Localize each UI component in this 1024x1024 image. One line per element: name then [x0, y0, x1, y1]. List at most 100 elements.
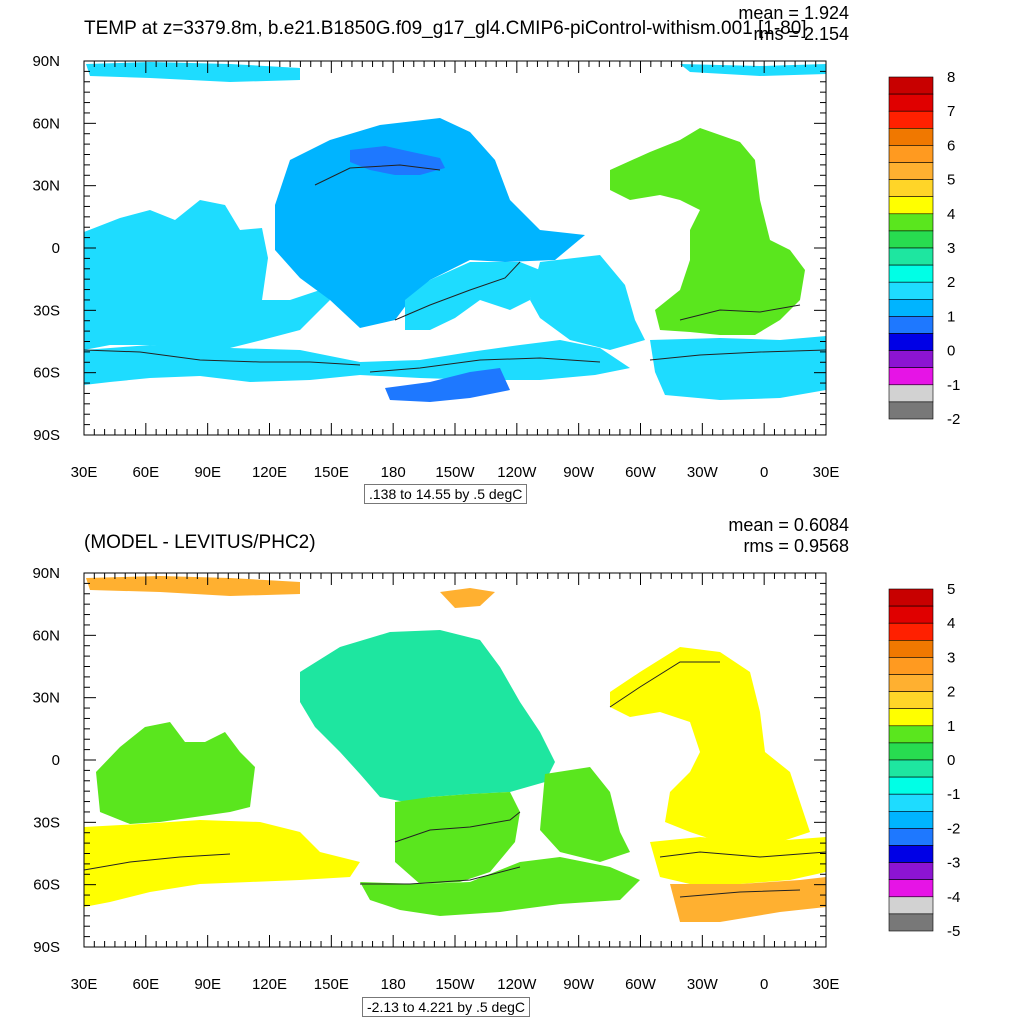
colorbar-swatch	[888, 588, 934, 607]
contour-line	[679, 304, 801, 321]
colorbar-label: -2	[947, 820, 960, 837]
colorbar-swatch	[888, 162, 934, 180]
contour-line	[83, 349, 361, 366]
lon-ticks: 30E 60E 90E 120E 150E 180 150W 120W 90W 60W 30W 0 30…	[71, 61, 840, 481]
region-indian-ocean	[96, 722, 255, 824]
colorbar-label: -1	[947, 377, 960, 394]
contour-line	[314, 164, 441, 186]
colorbar-label: 7	[947, 103, 955, 120]
contour-line	[394, 261, 521, 321]
lat-label: 90S	[33, 939, 60, 956]
contour-line	[394, 811, 521, 843]
colorbar-swatch	[888, 776, 934, 795]
colorbar-swatch	[888, 674, 934, 692]
contour-line	[659, 851, 827, 858]
region-south-atlantic-southern	[530, 255, 645, 350]
colorbar-swatch	[888, 913, 934, 932]
colorbar-label: 4	[947, 615, 955, 632]
lon-label: 0	[760, 976, 768, 993]
region-north-pacific	[275, 118, 585, 328]
colorbar-label: 6	[947, 137, 955, 154]
colorbar-swatch	[888, 367, 934, 386]
lat-label: 60S	[33, 365, 60, 382]
region-southern-ocean	[84, 820, 360, 907]
bottom-map-panel: (MODEL - LEVITUS/PHC2) mean = 0.6084 rms…	[0, 512, 1024, 1024]
colorbar-swatch	[888, 213, 934, 232]
lon-label: 120W	[497, 464, 537, 481]
region-atlantic	[610, 128, 805, 335]
mean-value: mean = 1.924	[738, 3, 849, 23]
lon-label: 60E	[132, 464, 159, 481]
colorbar-swatch	[888, 298, 934, 317]
colorbar-swatch	[888, 93, 934, 112]
lon-label: 30E	[71, 464, 98, 481]
lon-label: 150W	[435, 976, 475, 993]
colorbar-swatch	[888, 862, 934, 881]
lon-label: 180	[381, 464, 406, 481]
colorbar-swatch	[888, 384, 934, 403]
lon-label: 30W	[687, 976, 719, 993]
colorbar: 5 4 3 2 1 0 -1 -2 -3 -4 -5	[888, 581, 960, 940]
contour-lines	[83, 661, 827, 898]
colorbar-swatch	[888, 401, 934, 420]
top-map-panel: TEMP at z=3379.8m, b.e21.B1850G.f09_g17_…	[32, 3, 960, 504]
colorbar-swatch	[888, 759, 934, 778]
lon-label: 120E	[252, 976, 287, 993]
contour-line	[609, 661, 720, 708]
colorbar-swatch	[888, 640, 934, 658]
lat-label: 60S	[33, 877, 60, 894]
contour-line	[369, 357, 601, 373]
lat-label: 30S	[33, 814, 60, 831]
lat-label: 60N	[32, 115, 60, 132]
colorbar-swatch	[888, 605, 934, 624]
region-indian-ocean	[84, 200, 330, 350]
region-south-pacific-east	[540, 767, 630, 862]
region-atlantic-deep	[670, 877, 826, 922]
contour-line	[679, 889, 801, 898]
region-arctic	[86, 576, 300, 596]
region-arctic-east	[680, 64, 826, 76]
lon-label: 60W	[625, 464, 657, 481]
colorbar-swatch	[888, 350, 934, 369]
colorbar-label: 5	[947, 172, 955, 189]
colorbar-label: 2	[947, 684, 955, 701]
colorbar-swatch	[888, 145, 934, 163]
ocean-field	[84, 576, 826, 922]
rms-value: rms = 0.9568	[743, 536, 849, 556]
contour-interval-label: -2.13 to 4.221 by .5 degC	[362, 997, 530, 1017]
colorbar-swatch	[888, 810, 934, 829]
colorbar-swatch	[888, 657, 934, 675]
lon-label: 90W	[563, 464, 595, 481]
colorbar-label: 5	[947, 581, 955, 598]
colorbar-label: 3	[947, 649, 955, 666]
lat-ticks: 90N 60N 30N 0 30S 60S 90S	[32, 565, 826, 956]
colorbar-swatch	[888, 247, 934, 266]
lat-label: 30N	[32, 178, 60, 195]
region-south-pacific	[405, 262, 540, 330]
region-atlantic	[610, 647, 810, 847]
lat-label: 30S	[33, 302, 60, 319]
colorbar-swatch	[888, 845, 934, 863]
region-antarctic-shelf	[360, 857, 640, 916]
contour-line	[649, 349, 827, 361]
colorbar-swatch	[888, 879, 934, 898]
region-arctic-east	[440, 588, 495, 608]
lon-label: 30E	[71, 976, 98, 993]
lon-label: 60W	[625, 976, 657, 993]
lon-label: 60E	[132, 976, 159, 993]
colorbar-swatch	[888, 333, 934, 351]
colorbar-label: 8	[947, 69, 955, 86]
colorbar-swatch	[888, 281, 934, 300]
colorbar-label: 0	[947, 343, 955, 360]
region-north-pacific	[300, 630, 555, 802]
lon-label: 30E	[813, 464, 840, 481]
contour-interval-label: .138 to 14.55 by .5 degC	[364, 484, 528, 504]
lon-label: 90W	[563, 976, 595, 993]
colorbar-swatch	[888, 110, 934, 129]
colorbar-label: -5	[947, 923, 960, 940]
colorbar-swatch	[888, 196, 934, 215]
colorbar-swatch	[888, 230, 934, 249]
colorbar-label: 1	[947, 308, 955, 325]
colorbar-swatch	[888, 622, 934, 641]
colorbar-swatch	[888, 179, 934, 198]
